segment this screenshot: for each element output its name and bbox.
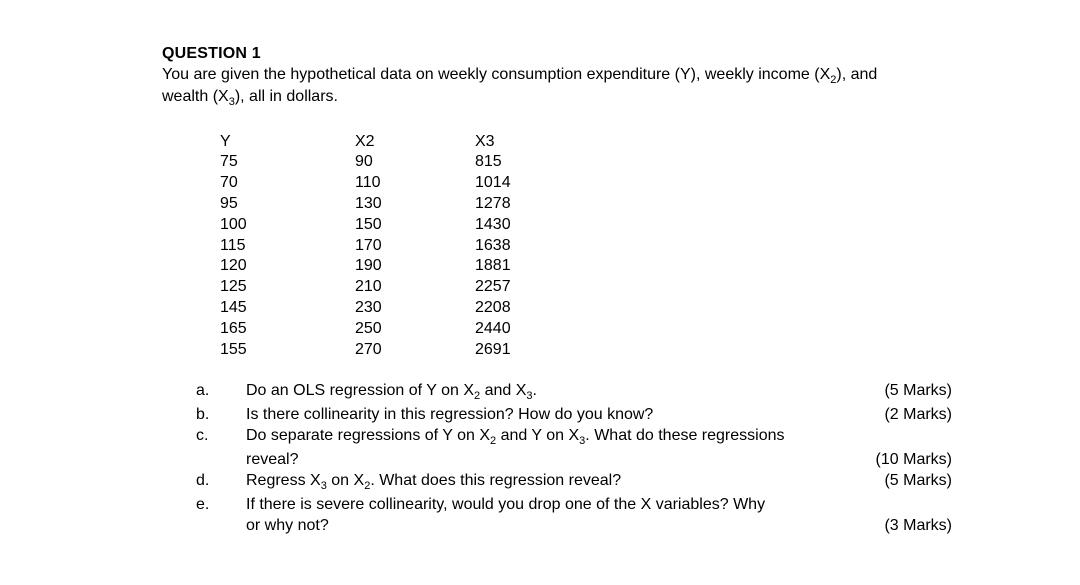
intro-text: You are given the hypothetical data on w… [162,66,830,83]
cell-x3: 1881 [475,256,595,277]
cell-x2: 230 [355,298,475,319]
cell-y: 155 [220,340,355,361]
cell-y: 100 [220,215,355,236]
part-e: e. If there is severe collinearity, woul… [196,494,962,536]
part-body: If there is severe collinearity, would y… [246,494,952,536]
cell-y: 75 [220,152,355,173]
part-text: reveal? [246,451,298,468]
table-row: 1201901881 [220,256,595,277]
cell-x3: 1430 [475,215,595,236]
table-row: 7590815 [220,152,595,173]
cell-x2: 210 [355,277,475,298]
part-body: (5 Marks) Regress X3 on X2. What does th… [246,470,952,494]
intro-text: ), all in dollars. [235,88,338,105]
cell-x2: 90 [355,152,475,173]
cell-y: 125 [220,277,355,298]
cell-x3: 815 [475,152,595,173]
part-a: a. (5 Marks) Do an OLS regression of Y o… [196,380,962,404]
cell-y: 95 [220,194,355,215]
part-label: e. [196,494,246,536]
table-row: 1001501430 [220,215,595,236]
cell-x2: 270 [355,340,475,361]
part-b: b. (2 Marks) Is there collinearity in th… [196,404,962,425]
table-row: 1452302208 [220,298,595,319]
part-body: Do separate regressions of Y on X2 and Y… [246,425,952,470]
part-text: on X [327,472,364,489]
cell-y: 70 [220,173,355,194]
cell-x2: 110 [355,173,475,194]
part-text: Regress X [246,472,321,489]
col-header-x3: X3 [475,132,595,153]
sub-parts: a. (5 Marks) Do an OLS regression of Y o… [196,380,962,536]
part-text: Do an OLS regression of Y on X [246,382,474,399]
part-label: d. [196,470,246,494]
question-page: QUESTION 1 You are given the hypothetica… [0,0,1022,536]
cell-x2: 150 [355,215,475,236]
part-text: . What does this regression reveal? [370,472,621,489]
cell-y: 115 [220,236,355,257]
marks: (3 Marks) [876,515,952,536]
table-row: 1151701638 [220,236,595,257]
table-header-row: Y X2 X3 [220,132,595,153]
marks: (2 Marks) [876,404,952,425]
cell-x2: 130 [355,194,475,215]
cell-y: 145 [220,298,355,319]
part-text: Is there collinearity in this regression… [246,406,653,423]
cell-x3: 2440 [475,319,595,340]
cell-x3: 2257 [475,277,595,298]
cell-x3: 1014 [475,173,595,194]
cell-x3: 2691 [475,340,595,361]
part-text: or why not? [246,517,329,534]
table-row: 701101014 [220,173,595,194]
cell-x2: 250 [355,319,475,340]
part-d: d. (5 Marks) Regress X3 on X2. What does… [196,470,962,494]
question-number: QUESTION 1 [162,45,962,63]
table-row: 951301278 [220,194,595,215]
cell-y: 165 [220,319,355,340]
part-text: Do separate regressions of Y on X [246,427,490,444]
cell-x3: 1638 [475,236,595,257]
col-header-x2: X2 [355,132,475,153]
data-table: Y X2 X3 7590815 701101014 951301278 1001… [220,132,595,361]
part-text: and X [480,382,526,399]
part-label: c. [196,425,246,470]
cell-x2: 190 [355,256,475,277]
table-row: 1652502440 [220,319,595,340]
part-c: c. Do separate regressions of Y on X2 an… [196,425,962,470]
cell-x3: 2208 [475,298,595,319]
part-label: a. [196,380,246,404]
part-text: . What do these regressions [585,427,784,444]
part-text: If there is severe collinearity, would y… [246,496,765,513]
marks: (5 Marks) [876,470,952,491]
col-header-y: Y [220,132,355,153]
part-body: (5 Marks) Do an OLS regression of Y on X… [246,380,952,404]
table-row: 1552702691 [220,340,595,361]
part-text: . [533,382,537,399]
question-intro: You are given the hypothetical data on w… [162,65,922,110]
cell-x2: 170 [355,236,475,257]
marks: (5 Marks) [876,380,952,401]
part-body: (2 Marks) Is there collinearity in this … [246,404,952,425]
cell-y: 120 [220,256,355,277]
part-text: and Y on X [496,427,579,444]
cell-x3: 1278 [475,194,595,215]
part-label: b. [196,404,246,425]
marks: (10 Marks) [868,449,952,470]
table-row: 1252102257 [220,277,595,298]
